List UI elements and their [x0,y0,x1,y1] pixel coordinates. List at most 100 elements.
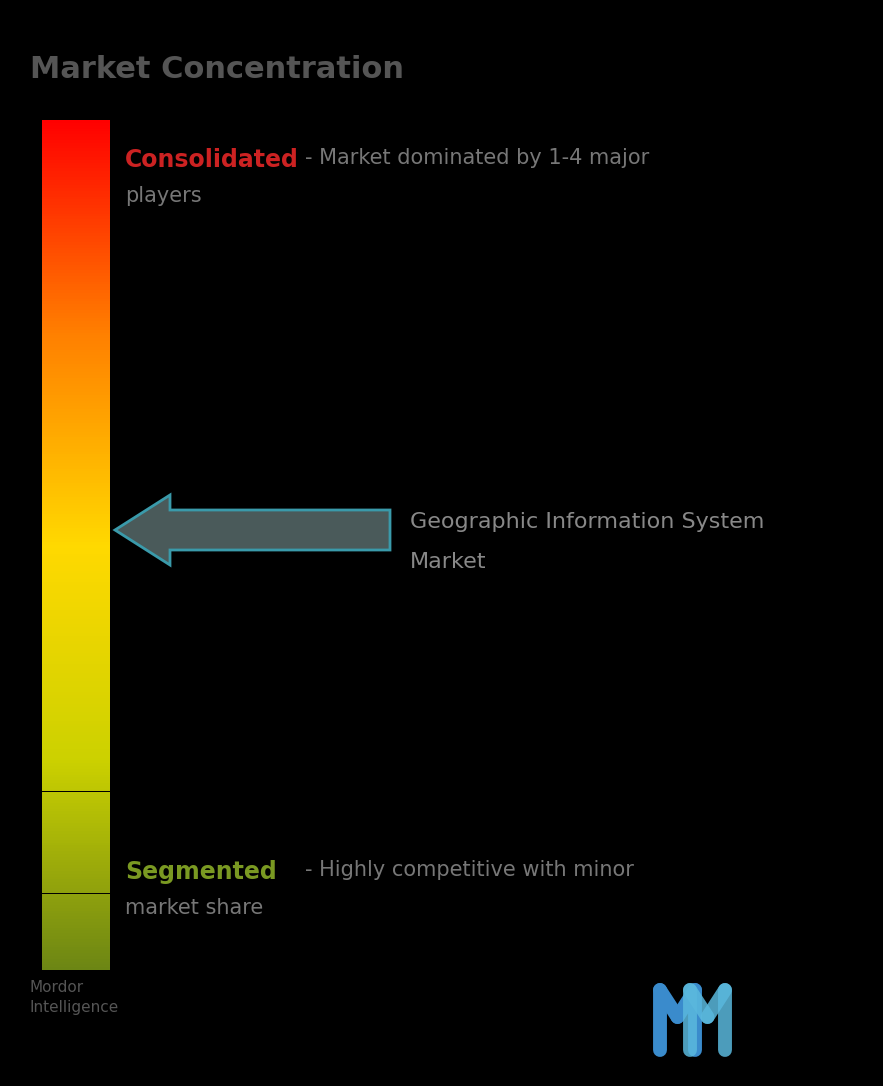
Bar [42,961,110,964]
Bar [42,848,110,851]
Bar [42,503,110,505]
Bar [42,834,110,837]
Bar [42,894,110,896]
Bar [42,582,110,584]
Bar [42,868,110,871]
Bar [42,839,110,843]
Bar [42,417,110,420]
Text: Mordor: Mordor [30,980,84,995]
Bar [42,372,110,375]
Bar [42,330,110,332]
Bar [42,658,110,661]
Bar [42,471,110,475]
Text: Segmented: Segmented [125,860,276,884]
Bar [42,387,110,389]
Text: Consolidated: Consolidated [125,148,298,172]
Bar [42,763,110,766]
Bar [42,401,110,403]
Bar [42,591,110,593]
Bar [42,814,110,817]
Bar [42,171,110,174]
Bar [42,193,110,197]
Bar [42,704,110,707]
Bar [42,310,110,313]
Bar [42,803,110,806]
Bar [42,561,110,565]
Bar [42,350,110,352]
Bar [42,332,110,336]
Bar [42,811,110,814]
Bar [42,163,110,165]
Bar [42,480,110,482]
Bar [42,344,110,346]
Bar [42,866,110,868]
Bar [42,287,110,290]
Bar [42,808,110,811]
Bar [42,635,110,639]
Bar [42,780,110,783]
Bar [42,820,110,823]
Bar [42,392,110,395]
Bar [42,149,110,151]
Bar [42,797,110,800]
Bar [42,908,110,910]
Bar [42,494,110,496]
Bar [42,140,110,142]
Bar [42,956,110,959]
Bar [42,346,110,350]
Bar [42,686,110,690]
Bar [42,123,110,126]
Bar [42,806,110,808]
Bar [42,910,110,913]
Bar [42,624,110,628]
Bar [42,859,110,862]
Bar [42,327,110,330]
Bar [42,273,110,276]
Bar [42,489,110,491]
Bar [42,383,110,387]
Bar [42,917,110,919]
Bar [42,573,110,577]
Text: - Market dominated by 1-4 major: - Market dominated by 1-4 major [305,148,649,168]
Bar [42,577,110,579]
Bar [42,922,110,924]
Bar [42,434,110,438]
Bar [42,584,110,588]
Bar [42,931,110,933]
Text: players: players [125,186,201,206]
Bar [42,684,110,686]
Bar [42,825,110,829]
Bar [42,482,110,485]
Bar [42,375,110,378]
Bar [42,630,110,633]
Bar [42,415,110,417]
Bar [42,397,110,401]
Bar [42,202,110,205]
Bar [42,165,110,168]
Bar [42,794,110,797]
Bar [42,468,110,471]
Bar [42,485,110,489]
Bar [42,341,110,344]
Text: Intelligence: Intelligence [30,1000,119,1015]
Bar [42,463,110,466]
Bar [42,412,110,415]
Bar [42,545,110,547]
Bar [42,698,110,700]
Bar [42,644,110,647]
Bar [42,119,110,123]
Bar [42,182,110,186]
Bar [42,772,110,774]
Bar [42,378,110,381]
Bar [42,443,110,446]
Bar [42,321,110,324]
Bar [42,882,110,885]
Bar [42,156,110,160]
Bar [42,947,110,950]
Bar [42,690,110,693]
Bar [42,258,110,262]
Bar [42,817,110,820]
Bar [42,395,110,397]
Bar [42,228,110,230]
Bar [42,639,110,642]
